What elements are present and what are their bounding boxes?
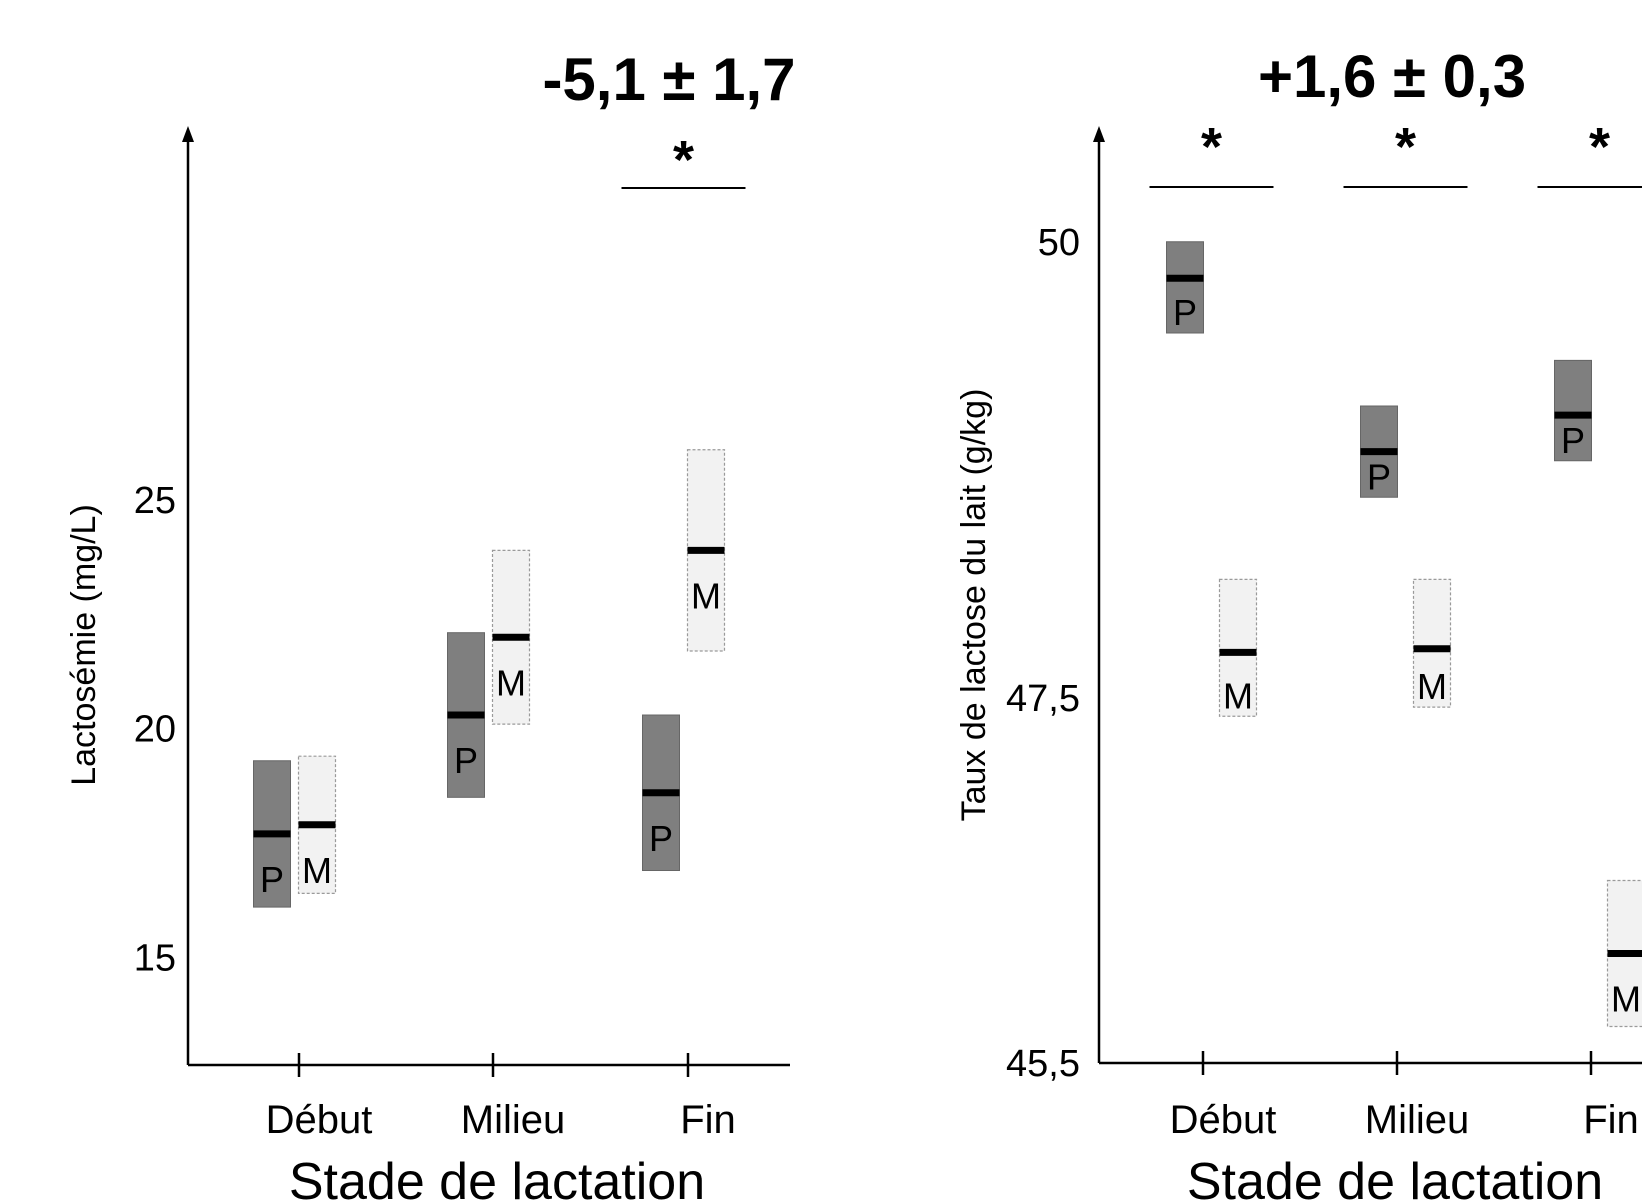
y-axis-title: Lactosémie (mg/L): [65, 504, 103, 786]
series-label-m: M: [496, 662, 526, 703]
series-label-p: P: [454, 740, 478, 781]
x-tick-label: Début: [266, 1098, 373, 1142]
x-tick-label: Milieu: [461, 1098, 565, 1142]
x-ticks: Début Milieu Fin: [266, 1053, 736, 1142]
y-tick-label: 25: [134, 480, 176, 522]
y-tick-label: 15: [134, 937, 176, 979]
series-label-m: M: [1611, 979, 1641, 1020]
headline-difference: +1,6 ± 0,3: [1258, 43, 1526, 110]
series-label-p: P: [1367, 456, 1391, 497]
y-axis-title: Taux de lactose du lait (g/kg): [955, 389, 993, 822]
headline-difference: -5,1 ± 1,7: [542, 46, 795, 113]
y-tick-label: 50: [1038, 222, 1080, 264]
chart-taux-lactose: 45,5 47,5 50 Début Milieu Fin P P P M M M * * * +1,…: [955, 43, 1642, 1203]
significance-marks: * * *: [1149, 117, 1642, 188]
range-box-m: [1218, 578, 1258, 717]
series-label-m: M: [302, 850, 332, 891]
series-label-p: P: [649, 818, 673, 859]
x-tick-label: Fin: [680, 1098, 736, 1142]
x-tick-label: Milieu: [1365, 1098, 1469, 1142]
series-label-m: M: [1417, 666, 1447, 707]
series-label-p: P: [1561, 420, 1585, 461]
x-ticks: Début Milieu Fin: [1170, 1051, 1639, 1142]
significance-star: *: [1201, 117, 1222, 177]
y-tick-label: 45,5: [1006, 1043, 1080, 1085]
range-box-p: [1554, 359, 1592, 462]
y-tick-label: 20: [134, 709, 176, 751]
y-tick-labels: 45,5 47,5 50: [1006, 222, 1080, 1085]
x-tick-label: Début: [1170, 1098, 1277, 1142]
significance-star: *: [673, 130, 694, 190]
y-tick-labels: 15 20 25: [134, 480, 176, 979]
x-axis-title: Stade de lactation: [1187, 1153, 1603, 1203]
plot-area: 45,5 47,5 50 Début Milieu Fin P P P M M M * * *: [1006, 117, 1642, 1142]
y-tick-label: 47,5: [1006, 678, 1080, 720]
range-box-m: [1412, 578, 1452, 708]
series-label-m: M: [691, 575, 721, 616]
x-tick-label: Fin: [1583, 1098, 1639, 1142]
significance-star: *: [1589, 117, 1610, 177]
series-label-m: M: [1223, 675, 1253, 716]
range-boxes: P P P M M M: [1166, 241, 1642, 1028]
range-box-p: [1166, 241, 1204, 334]
significance-star: *: [1395, 117, 1416, 177]
series-label-p: P: [1173, 292, 1197, 333]
series-label-p: P: [260, 859, 284, 900]
x-axis-title: Stade de lactation: [289, 1153, 705, 1203]
significance-marks: *: [621, 130, 746, 190]
